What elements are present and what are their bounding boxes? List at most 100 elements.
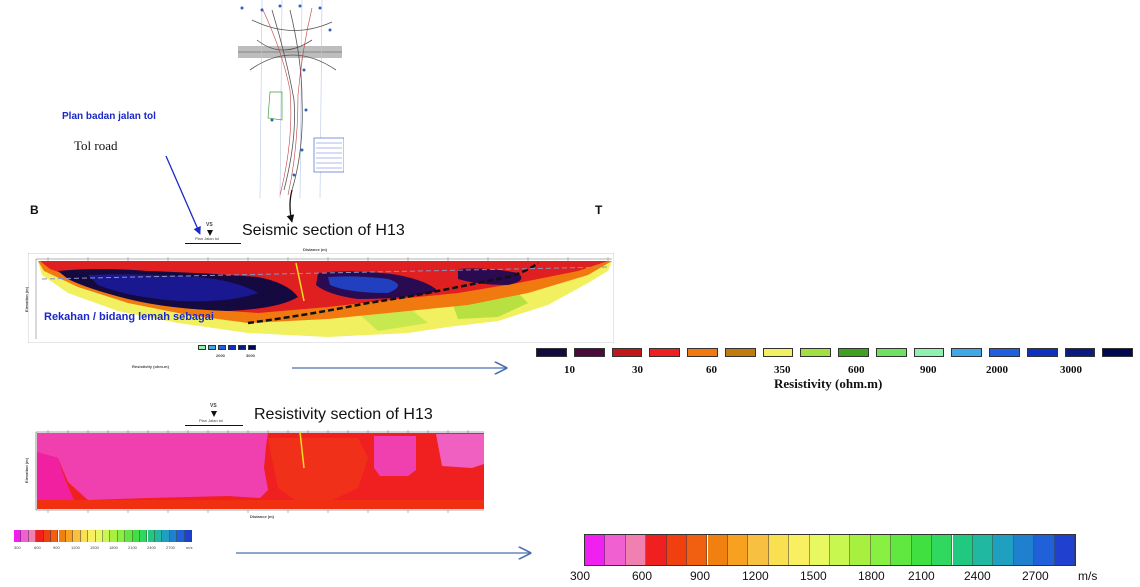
resistivity-legend-swatches <box>536 348 1140 362</box>
velocity-legend-swatch <box>850 535 871 565</box>
velocity-mini-legend-swatch <box>65 530 74 542</box>
resistivity-legend-swatch <box>800 348 831 357</box>
velocity-legend-swatch <box>911 535 933 565</box>
resistivity-legend-swatch <box>611 348 643 357</box>
seismic-section-title: Seismic section of H13 <box>242 222 405 239</box>
velocity-legend-swatch <box>870 535 892 565</box>
resistivity-legend-swatch <box>913 348 945 357</box>
resistivity-value-label: 10 <box>564 364 575 376</box>
velocity-value-label: 1500 <box>800 569 827 583</box>
lower-plan-line <box>185 425 243 426</box>
velocity-mini-legend-swatch <box>169 530 178 542</box>
resistivity-value-label: 350 <box>774 364 791 376</box>
velocity-unit-label: m/s <box>1078 569 1098 583</box>
lower-mini-legend-value: 2700 <box>166 545 175 550</box>
resistivity-legend-swatch <box>724 348 756 357</box>
velocity-mini-legend-swatch <box>21 530 29 542</box>
resistivity-legend-swatch <box>573 348 605 357</box>
resistivity-legend-swatch <box>875 348 907 357</box>
velocity-mini-legend-swatch <box>88 530 96 542</box>
velocity-legend-swatch <box>891 535 912 565</box>
resistivity-value-label: 900 <box>920 364 937 376</box>
upper-mini-legend-title: Resistivity (ohm.m) <box>132 364 169 369</box>
velocity-mini-legend-swatch <box>51 530 59 542</box>
resistivity-value-label: 30 <box>632 364 643 376</box>
resistivity-legend-swatch <box>1026 348 1058 357</box>
upper-section-plot <box>27 252 615 344</box>
resistivity-legend-swatch <box>951 348 982 357</box>
upper-distance-label: Distance (m) <box>303 247 328 252</box>
resistivity-legend-title: Resistivity (ohm.m) <box>774 376 883 391</box>
velocity-value-label: 2700 <box>1022 569 1049 583</box>
resistivity-legend-swatch <box>989 348 1020 357</box>
velocity-mini-legend-swatch <box>125 530 133 542</box>
velocity-legend-swatch <box>768 535 790 565</box>
velocity-mini-legend-swatch <box>177 530 185 542</box>
lower-mini-legend-unit: m/s <box>186 545 193 550</box>
velocity-mini-legend-swatch <box>147 530 155 542</box>
velocity-value-label: 2100 <box>908 569 935 583</box>
resistivity-legend-swatch <box>536 348 567 357</box>
lower-seismic-section: Elevation (m) Distance (m) <box>24 428 490 520</box>
velocity-mini-legend-swatch <box>154 530 163 542</box>
upper-plan-label: Plan Jalan tol <box>195 236 220 241</box>
upper-station-label: VS <box>206 222 213 228</box>
velocity-mini-legend-swatch <box>110 530 118 542</box>
upper-resistivity-section: Elevation (m) Rekahan / bidang lemah seb… <box>24 252 615 344</box>
resistivity-value-label: 600 <box>848 364 865 376</box>
velocity-mini-legend-swatch <box>80 530 89 542</box>
velocity-mini-legend-swatch <box>162 530 170 542</box>
velocity-legend-swatch <box>830 535 851 565</box>
resistivity-value-label: 3000 <box>1060 364 1082 376</box>
velocity-mini-legend-swatch <box>43 530 52 542</box>
velocity-legend-swatch <box>789 535 810 565</box>
velocity-legend-swatch <box>932 535 953 565</box>
velocity-legend-swatch <box>952 535 973 565</box>
velocity-mini-legend-swatch <box>103 530 111 542</box>
lower-mini-legend-value: 600 <box>34 545 41 550</box>
velocity-legend-swatch <box>646 535 667 565</box>
velocity-legend-swatch <box>993 535 1014 565</box>
lower-section-header: VS Plan Jalan tol <box>183 403 243 431</box>
lower-mini-legend-value: 2400 <box>147 545 156 550</box>
lower-mini-legend-value: 2100 <box>128 545 137 550</box>
resistivity-legend-swatch <box>762 348 794 357</box>
velocity-legend-swatch <box>666 535 688 565</box>
lower-section-plot <box>28 428 490 520</box>
velocity-mini-legend-swatch <box>132 530 141 542</box>
resistivity-legend-swatch <box>1102 348 1133 357</box>
lower-mini-legend-value: 1800 <box>109 545 118 550</box>
tol-road-label: Tol road <box>74 138 118 153</box>
resistivity-legend-swatch <box>649 348 680 357</box>
velocity-value-label: 900 <box>690 569 711 583</box>
profile-end-label: T <box>595 203 603 217</box>
upper-station-marker-icon <box>207 230 213 236</box>
velocity-legend-swatch <box>1034 535 1055 565</box>
velocity-legend-swatches <box>584 534 1076 566</box>
velocity-mini-legend-swatch <box>117 530 126 542</box>
lower-plan-label: Plan Jalan tol <box>199 418 224 423</box>
velocity-legend-swatch <box>687 535 708 565</box>
velocity-mini-legend-swatch <box>14 530 22 542</box>
velocity-mini-legend-swatch <box>73 530 81 542</box>
velocity-mini-legend-swatch <box>28 530 37 542</box>
velocity-legend-swatch <box>1054 535 1075 565</box>
velocity-value-label: 1800 <box>858 569 885 583</box>
lower-mini-legend-value: 1200 <box>71 545 80 550</box>
upper-plan-line <box>185 243 241 244</box>
velocity-legend-swatch <box>1013 535 1035 565</box>
resistivity-legend-swatch <box>838 348 869 357</box>
lower-mini-legend-value: 300 <box>14 545 21 550</box>
velocity-legend: 300 600 900 1200 1500 1800 2100 2400 270… <box>570 534 1110 584</box>
velocity-legend-swatch <box>809 535 830 565</box>
upper-elevation-label: Elevation (m) <box>24 286 30 313</box>
velocity-value-label: 300 <box>570 569 591 583</box>
lower-mini-legend-value: 1500 <box>90 545 99 550</box>
velocity-legend-swatch <box>707 535 728 565</box>
upper-mini-legend-value: 2000 <box>216 353 225 358</box>
lower-mini-legend: 300 600 900 1200 1500 1800 2100 2400 270… <box>14 530 204 552</box>
velocity-mini-legend-swatch <box>36 530 44 542</box>
resistivity-section-title: Resistivity section of H13 <box>254 406 433 423</box>
lower-elevation-label: Elevation (m) <box>24 457 30 484</box>
site-map-drawing <box>232 0 345 199</box>
